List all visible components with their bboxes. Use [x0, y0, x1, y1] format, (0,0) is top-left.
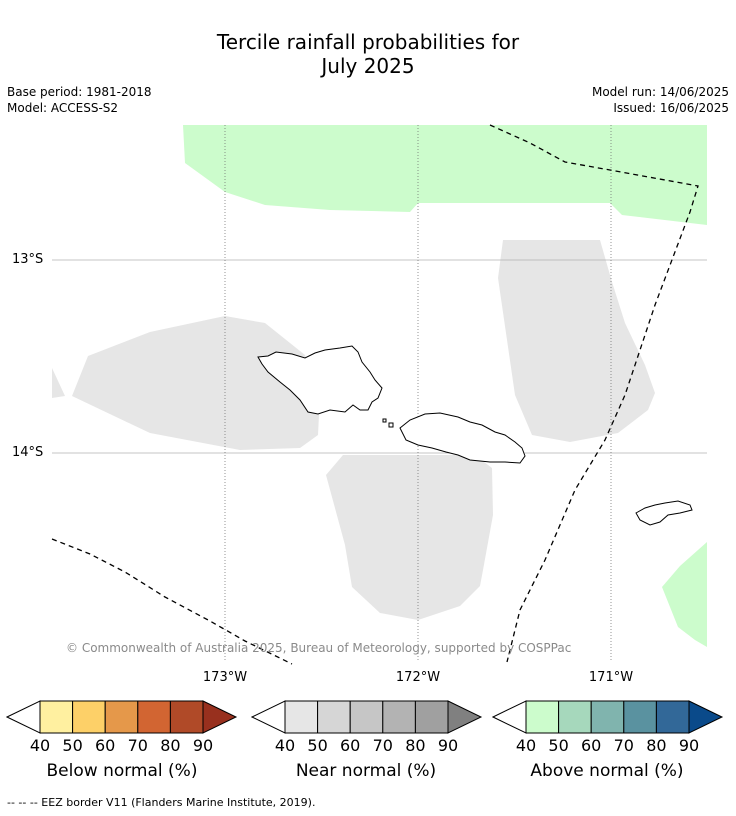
cbar-tick: 50	[307, 736, 328, 755]
eez-border-northeast	[489, 124, 699, 663]
cbar-tick: 60	[581, 736, 602, 755]
lon-label-172w: 172°W	[395, 670, 441, 685]
lon-label-173w: 173°W	[202, 670, 248, 685]
colorbar-segment	[317, 700, 351, 734]
above-normal-region-southeast	[662, 542, 707, 647]
colorbar-segment	[655, 700, 690, 734]
colorbar-segment	[39, 700, 74, 734]
model-run: Model run: 14/06/2025	[591, 85, 729, 99]
cbar-below-high-extension	[202, 700, 238, 734]
cbar-near-high-extension	[447, 700, 483, 734]
colorbar-segment	[72, 700, 106, 734]
colorbar-segment	[382, 700, 416, 734]
cbar-tick: 90	[437, 736, 459, 755]
colorbar-segment	[623, 700, 657, 734]
map-canvas	[51, 124, 707, 665]
cbar-tick: 70	[127, 736, 148, 755]
colorbar-segment	[414, 700, 449, 734]
savaii-island	[257, 345, 383, 415]
meta-left: Base period: 1981-2018 Model: ACCESS-S2	[7, 84, 152, 116]
cbar-below-low-extension	[6, 700, 41, 734]
eez-border-southwest	[51, 538, 293, 665]
cbar-above-high-extension	[688, 700, 724, 734]
cbar-tick: 40	[274, 736, 296, 755]
cbar-tick: 80	[405, 736, 426, 755]
cbar-tick: 40	[29, 736, 51, 755]
cbar-tick: 50	[548, 736, 569, 755]
cbar-tick: 70	[613, 736, 634, 755]
cbar-tick: 80	[646, 736, 667, 755]
colorbar-segment	[525, 700, 560, 734]
cbar-near-low-extension	[251, 700, 286, 734]
base-period: Base period: 1981-2018	[7, 85, 152, 99]
lon-label-171w: 171°W	[588, 670, 634, 685]
cbar-above-title: Above normal (%)	[530, 761, 684, 781]
issued-date: Issued: 16/06/2025	[613, 101, 729, 115]
near-normal-region-east	[498, 240, 655, 442]
colorbar-below-normal	[6, 700, 238, 734]
cbar-tick: 50	[62, 736, 83, 755]
colorbar-segment	[558, 700, 592, 734]
chart-title: Tercile rainfall probabilities for July …	[0, 30, 736, 78]
colorbar-near-normal	[251, 700, 483, 734]
cbar-tick: 60	[340, 736, 361, 755]
cbar-tick: 80	[160, 736, 181, 755]
manono-island	[382, 418, 394, 428]
colorbar-above-normal	[492, 700, 724, 734]
cbar-tick: 90	[192, 736, 214, 755]
cbar-below-title: Below normal (%)	[46, 761, 198, 781]
colorbar-segment	[349, 700, 384, 734]
colorbar-segment	[284, 700, 319, 734]
title-line-1: Tercile rainfall probabilities for	[216, 30, 520, 54]
upolu-island	[399, 412, 526, 464]
title-line-2: July 2025	[321, 54, 415, 78]
eez-footnote: -- -- -- EEZ border V11 (Flanders Marine…	[7, 796, 316, 809]
cbar-near-title: Near normal (%)	[295, 761, 437, 781]
near-normal-region-south	[326, 455, 493, 620]
lat-label-14s: 14°S	[12, 445, 44, 460]
colorbar-segment	[137, 700, 171, 734]
cbar-tick: 60	[95, 736, 116, 755]
cbar-tick: 90	[678, 736, 700, 755]
colorbar-segment	[169, 700, 204, 734]
near-normal-region-west	[52, 316, 320, 450]
tutuila-island	[635, 500, 693, 526]
model-name: Model: ACCESS-S2	[7, 101, 119, 115]
cbar-tick: 40	[515, 736, 537, 755]
colorbar-segment	[104, 700, 139, 734]
colorbar-segment	[590, 700, 625, 734]
meta-right: Model run: 14/06/2025 Issued: 16/06/2025	[592, 84, 729, 116]
above-normal-region-north	[183, 125, 707, 225]
cbar-tick: 70	[372, 736, 393, 755]
copyright-note: © Commonwealth of Australia 2025, Bureau…	[66, 641, 572, 655]
cbar-above-low-extension	[492, 700, 527, 734]
lat-label-13s: 13°S	[12, 252, 44, 267]
